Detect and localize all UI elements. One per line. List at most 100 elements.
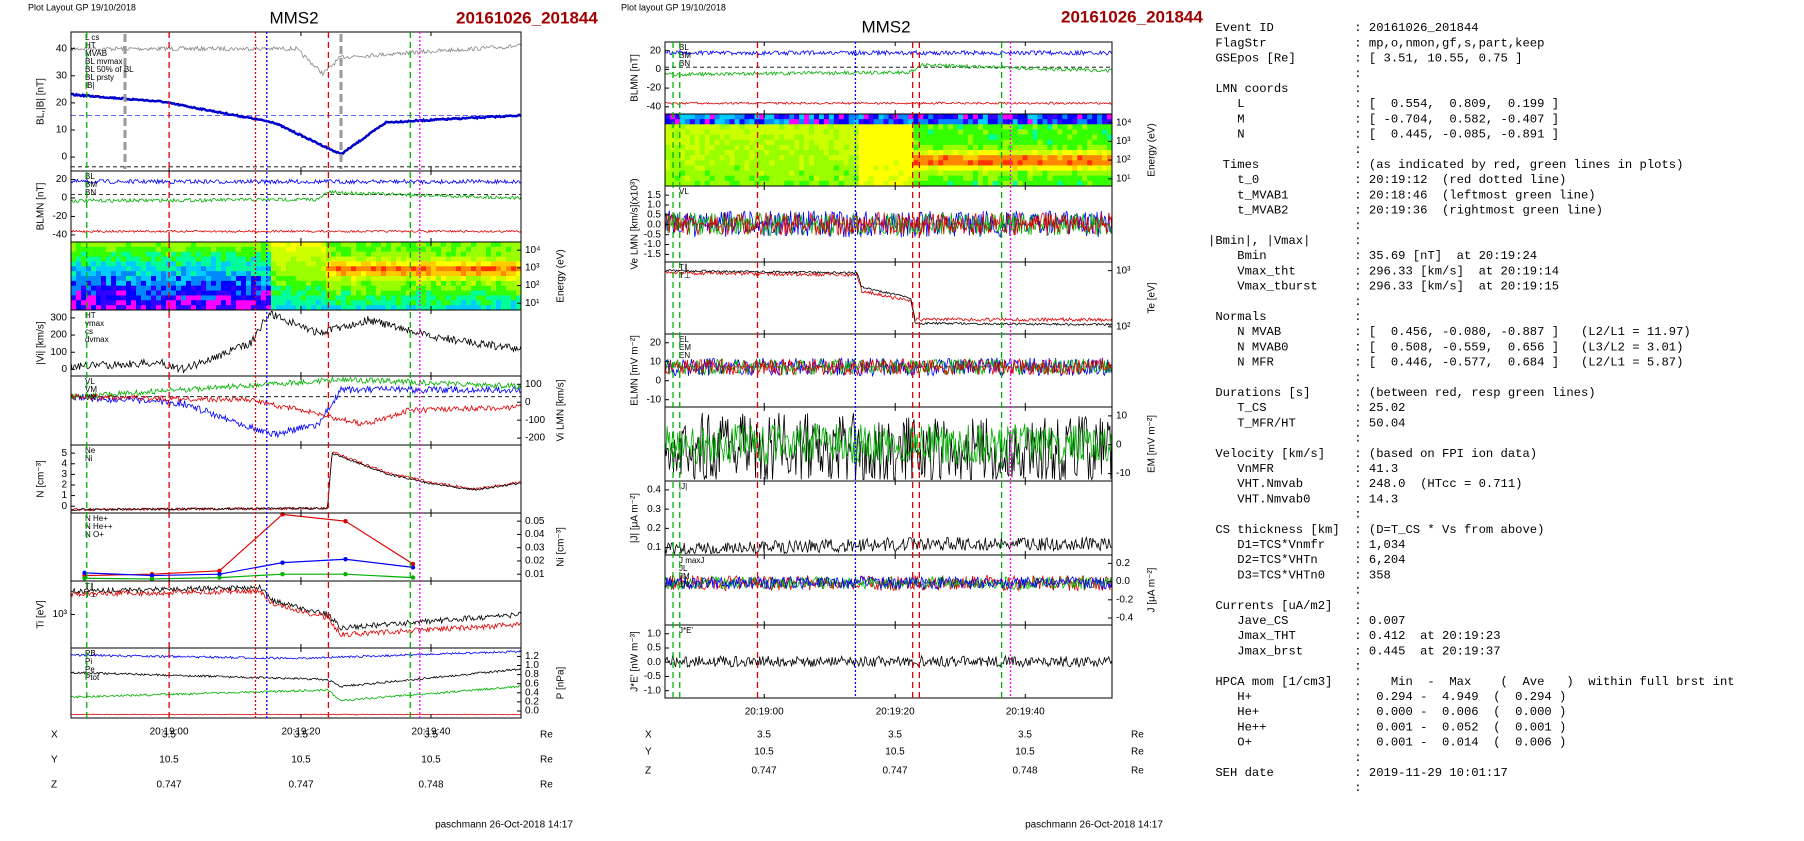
spectrogram-cell bbox=[744, 165, 750, 171]
spectrogram-cell bbox=[161, 290, 167, 296]
spectrogram-cell bbox=[466, 246, 472, 253]
spectrogram-cell bbox=[156, 300, 162, 306]
spectrogram-cell bbox=[873, 124, 879, 130]
spectrogram-cell bbox=[674, 119, 681, 125]
spectrogram-cell bbox=[326, 256, 332, 262]
trace bbox=[664, 357, 1113, 378]
spectrogram-cell bbox=[694, 129, 701, 135]
spectrogram-cell bbox=[416, 285, 422, 291]
spectrogram-cell bbox=[401, 242, 407, 248]
spectrogram-cell bbox=[261, 271, 267, 277]
spectrogram-cell bbox=[171, 246, 177, 253]
spectrogram-cell bbox=[451, 285, 457, 291]
spectrogram-cell bbox=[71, 251, 77, 257]
spectrogram-cell bbox=[516, 261, 522, 267]
spectrogram-cell bbox=[704, 150, 711, 156]
spectrogram-cell bbox=[893, 175, 899, 182]
spectrogram-cell bbox=[739, 119, 745, 125]
spectrogram-cell bbox=[191, 261, 197, 267]
spectrogram-cell bbox=[1042, 129, 1048, 135]
spectrogram-cell bbox=[186, 305, 192, 311]
spectrogram-cell bbox=[131, 242, 137, 248]
spectrogram-cell bbox=[106, 285, 112, 291]
spectrogram-cell bbox=[704, 134, 711, 141]
spectrogram-cell bbox=[1037, 170, 1043, 177]
spectrogram-cell bbox=[451, 261, 457, 267]
spectrogram-cell bbox=[958, 160, 964, 166]
spectrogram-cell bbox=[848, 134, 855, 141]
spectrogram-cell bbox=[679, 134, 686, 141]
spectrogram-cell bbox=[161, 261, 167, 267]
spectrogram-cell bbox=[291, 295, 297, 301]
spectrogram-cell bbox=[181, 305, 187, 311]
spectrogram-cell bbox=[161, 305, 167, 311]
spectrogram-cell bbox=[236, 251, 242, 257]
spectrogram-cell bbox=[106, 271, 112, 277]
spectrogram-cell bbox=[266, 266, 272, 272]
spectrogram-cell bbox=[441, 256, 447, 262]
spectrogram-cell bbox=[838, 139, 845, 146]
spectrogram-cell bbox=[511, 285, 517, 291]
spectrogram-cell bbox=[794, 170, 800, 177]
spectrogram-cell bbox=[476, 242, 482, 248]
spectrogram-cell bbox=[366, 276, 372, 282]
spectrogram-cell bbox=[401, 305, 407, 311]
spectrogram-cell bbox=[421, 295, 427, 301]
spectrogram-cell bbox=[1047, 144, 1053, 151]
spectrogram-cell bbox=[699, 180, 706, 187]
y-tick-label: -20 bbox=[53, 211, 68, 222]
spectrogram-cell bbox=[146, 280, 152, 287]
spectrogram-cell bbox=[1027, 175, 1033, 182]
spectrogram-cell bbox=[997, 129, 1004, 135]
spectrogram-cell bbox=[491, 300, 497, 306]
spectrogram-cell bbox=[501, 266, 507, 272]
spectrogram-cell bbox=[166, 295, 172, 301]
spectrogram-cell bbox=[923, 180, 929, 187]
spectrogram-cell bbox=[938, 150, 944, 156]
spectrogram-cell bbox=[1097, 129, 1103, 135]
spectrogram-cell bbox=[848, 144, 855, 151]
spectrogram-cell bbox=[366, 266, 372, 272]
spectrogram-cell bbox=[724, 155, 730, 161]
spectrogram-cell bbox=[908, 160, 914, 166]
spectrogram-cell bbox=[291, 276, 297, 282]
spectrogram-cell bbox=[883, 129, 889, 135]
spectrogram-cell bbox=[316, 280, 322, 287]
spectrogram-cell bbox=[466, 242, 472, 248]
spectrogram-cell bbox=[694, 160, 701, 166]
spectrogram-cell bbox=[967, 129, 974, 135]
spectrogram-cell bbox=[1087, 144, 1093, 151]
spectrogram-cell bbox=[1032, 155, 1038, 161]
spectrogram-cell bbox=[992, 139, 999, 146]
spectrogram-cell bbox=[226, 271, 232, 277]
spectrogram-cell bbox=[261, 295, 267, 301]
y-axis-label: |Vi| [km/s] bbox=[36, 321, 47, 365]
spectrogram-cell bbox=[694, 155, 701, 161]
spectrogram-cell bbox=[246, 300, 252, 306]
spectrogram-cell bbox=[416, 266, 422, 272]
spectrogram-cell bbox=[709, 175, 716, 182]
spectrogram-cell bbox=[873, 119, 879, 125]
y-tick-label: 1.0 bbox=[647, 628, 661, 639]
spectrogram-cell bbox=[809, 165, 815, 171]
spectrogram-cell bbox=[336, 242, 342, 248]
spectrogram-cell bbox=[933, 114, 939, 120]
spectrogram-cell bbox=[116, 305, 122, 311]
legend-entry: VM bbox=[85, 385, 97, 394]
spectrogram-cell bbox=[913, 119, 919, 125]
spectrogram-cell bbox=[729, 180, 735, 187]
spectrogram-cell bbox=[1062, 134, 1068, 141]
info-line: : bbox=[1208, 295, 1362, 309]
spectrogram-cell bbox=[893, 124, 899, 130]
spectrogram-cell bbox=[286, 285, 292, 291]
spectrogram-cell bbox=[1052, 124, 1058, 130]
spectrogram-cell bbox=[963, 170, 969, 177]
spectrogram-cell bbox=[276, 295, 282, 301]
spectrogram-cell bbox=[709, 170, 716, 177]
legend-entry: BM bbox=[679, 51, 691, 60]
trace bbox=[664, 62, 1113, 77]
info-line: : bbox=[1208, 508, 1362, 522]
spectrogram-cell bbox=[1082, 175, 1088, 182]
spectrogram-cell bbox=[346, 251, 352, 257]
spectrogram-cell bbox=[997, 139, 1004, 146]
